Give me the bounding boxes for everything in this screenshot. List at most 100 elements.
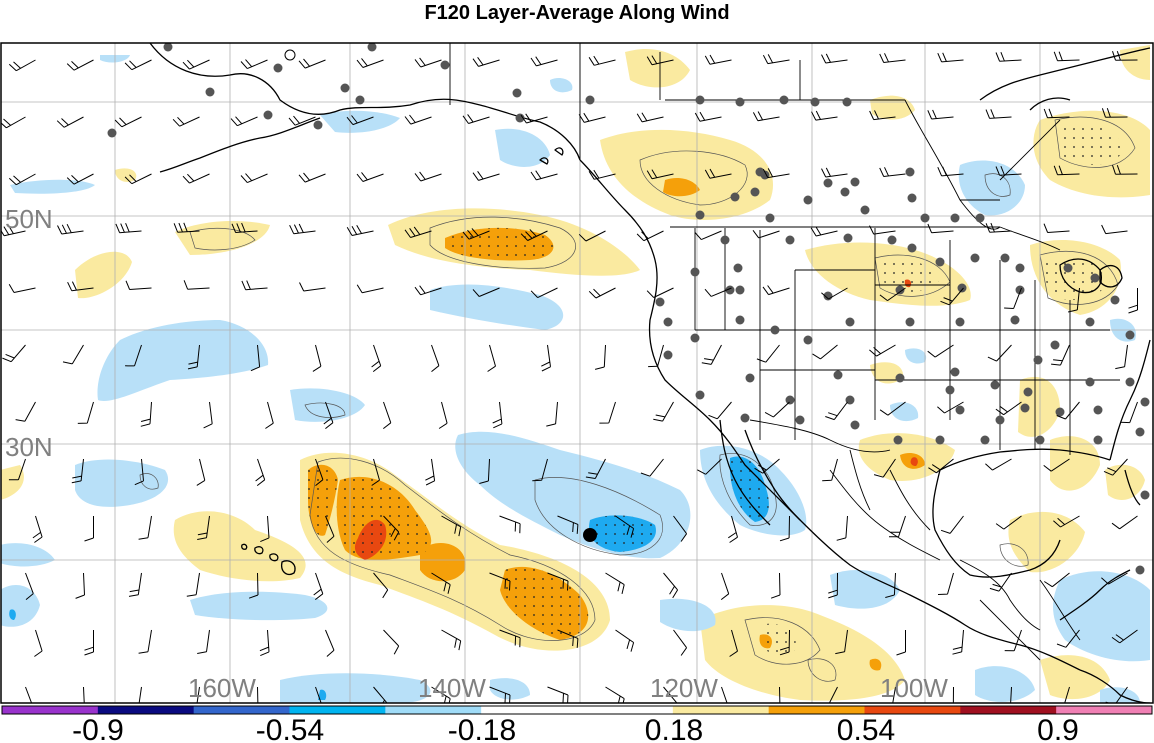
wind-barb (532, 458, 548, 482)
wind-barb (779, 686, 781, 703)
wind-barb (605, 572, 625, 595)
wind-barb (230, 116, 258, 127)
wind-barb (708, 401, 732, 420)
station-dot (850, 420, 860, 430)
station-dot (860, 205, 870, 215)
wind-barb (721, 686, 728, 703)
station-dot (785, 395, 795, 405)
lat-label-50n: 50N (5, 204, 53, 234)
station-dot (895, 373, 905, 383)
wind-barb (8, 59, 36, 72)
station-dot (893, 435, 903, 445)
station-dot (735, 97, 745, 107)
wind-barb (1056, 629, 1080, 648)
wind-barb (1053, 51, 1080, 62)
wind-barb (821, 287, 848, 300)
colorbar-segment (960, 706, 1057, 714)
wind-barb (84, 516, 94, 542)
station-dot (1093, 435, 1103, 445)
station-dot (107, 128, 117, 138)
lon-label-140w: 140W (418, 673, 486, 703)
wind-barb (289, 223, 316, 235)
station-dot (843, 233, 853, 243)
wind-barb (952, 629, 964, 655)
wind-barb (203, 401, 213, 429)
wind-barb (472, 171, 500, 181)
wind-barb (197, 515, 210, 540)
wind-barb (75, 572, 85, 599)
station-dot (970, 253, 980, 263)
station-dot (907, 193, 917, 203)
wind-barb (1044, 572, 1070, 588)
wind-barb (889, 515, 906, 538)
wind-barb (298, 172, 326, 183)
wind-barb (1115, 344, 1128, 370)
wind-barb (67, 281, 94, 292)
station-dot (515, 113, 525, 123)
wind-barb (492, 401, 503, 429)
station-dot (355, 95, 365, 105)
wind-barb (694, 111, 722, 122)
wind-barb (530, 170, 558, 181)
wind-barb (404, 226, 432, 238)
wind-barb (71, 458, 84, 484)
station-dot (795, 415, 805, 425)
station-dot (663, 317, 673, 327)
station-dot (1055, 407, 1065, 417)
station-dot (205, 87, 215, 97)
wind-barb (1101, 108, 1128, 118)
station-dot (725, 285, 735, 295)
wind-barb (462, 114, 490, 124)
station-dot (585, 95, 595, 105)
wind-barb (825, 401, 848, 421)
wind-barb (1111, 515, 1138, 530)
colorbar-label-5: 0.54 (837, 714, 895, 743)
station-dot (695, 95, 705, 105)
station-dot (1000, 253, 1010, 263)
wind-barb (8, 458, 26, 481)
wind-barb (892, 686, 896, 703)
station-dot (1085, 377, 1095, 387)
wind-barb (694, 230, 722, 241)
wind-barb (472, 57, 500, 67)
wind-barb (299, 282, 326, 292)
wind-barb (520, 229, 548, 241)
colorbar-label-3: -0.18 (448, 714, 516, 743)
wind-barb (547, 686, 569, 703)
station-dot (990, 380, 1000, 390)
wind-barb (762, 54, 790, 65)
wind-barb (869, 344, 896, 357)
wind-barb (530, 287, 558, 299)
wind-barb (928, 458, 954, 474)
colorbar-frame (1, 705, 1153, 715)
station-dot (995, 415, 1005, 425)
wind-barb (472, 287, 500, 297)
station-dot (840, 187, 850, 197)
wind-barb (940, 515, 964, 534)
station-dot (945, 385, 955, 395)
wind-barb (138, 515, 152, 540)
station-dot (730, 192, 740, 202)
wind-barb (779, 515, 790, 542)
wind-barb (489, 572, 511, 591)
stippling (308, 122, 1125, 656)
wind-barb (869, 225, 896, 235)
station-dot (273, 63, 283, 73)
wind-barb (431, 572, 451, 594)
station-dot (663, 350, 673, 360)
wind-barb (821, 53, 848, 64)
wind-barb (927, 344, 954, 358)
wind-barb (183, 280, 210, 290)
station-dot (980, 435, 990, 445)
wind-barb (728, 515, 738, 543)
wind-barb (879, 167, 906, 177)
station-dot (957, 283, 967, 293)
wind-barb (260, 515, 270, 543)
wind-barb (1112, 51, 1138, 61)
wind-barb (1004, 287, 1022, 309)
station-dot (975, 213, 985, 223)
wind-barb (547, 572, 569, 591)
wind-barb (134, 458, 144, 486)
wind-barb (356, 58, 384, 68)
wind-barb (125, 344, 142, 367)
